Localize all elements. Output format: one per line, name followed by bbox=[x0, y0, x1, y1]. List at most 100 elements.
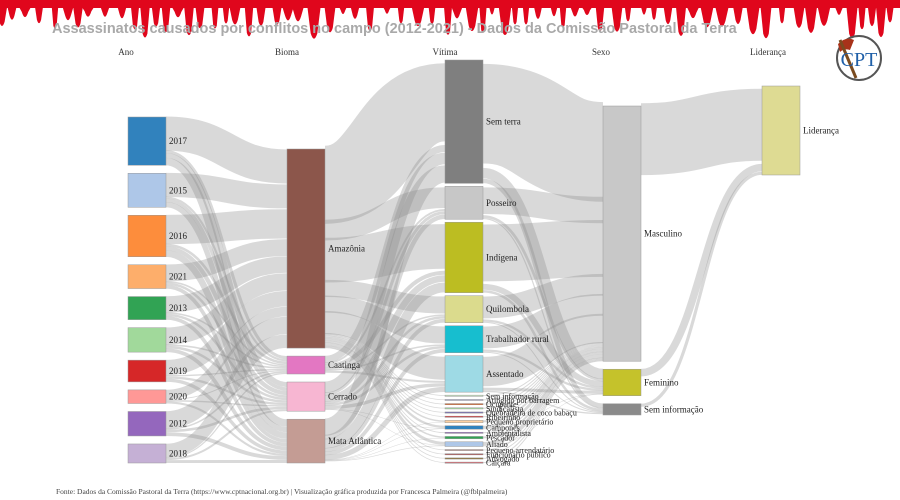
link-2-13-0 bbox=[482, 348, 604, 429]
cpt-logo: CPT bbox=[836, 35, 882, 81]
cpt-logo-text: CPT bbox=[841, 49, 878, 71]
link-2-6-0 bbox=[482, 341, 604, 397]
link-2-5-2 bbox=[482, 390, 604, 415]
blood-drip bbox=[479, 6, 487, 33]
link-2-18-0 bbox=[482, 358, 604, 455]
link-1-0-4 bbox=[324, 295, 446, 344]
link-1-3-1 bbox=[324, 214, 446, 440]
link-1-0-2 bbox=[324, 224, 446, 283]
node-label-0-7: 2020 bbox=[169, 392, 188, 402]
link-0-4-1 bbox=[165, 312, 288, 368]
node-1-1 bbox=[286, 355, 326, 375]
blood-drip bbox=[611, 6, 623, 32]
link-0-5-2 bbox=[165, 345, 288, 403]
node-label-2-0: Sem terra bbox=[486, 117, 521, 127]
node-label-4-0: Liderança bbox=[803, 126, 839, 136]
blood-drip bbox=[18, 6, 32, 18]
blood-drip bbox=[282, 6, 294, 21]
node-0-7 bbox=[127, 389, 167, 404]
node-3-1 bbox=[602, 368, 642, 396]
link-1-0-17 bbox=[324, 345, 446, 451]
column-header: Liderança bbox=[750, 47, 786, 57]
blood-drip bbox=[817, 6, 831, 26]
link-1-2-4 bbox=[324, 346, 446, 407]
blood-drip bbox=[365, 6, 375, 31]
link-1-3-12 bbox=[324, 421, 446, 461]
node-2-2 bbox=[444, 221, 484, 293]
flow-links bbox=[165, 63, 763, 464]
blood-drip bbox=[272, 6, 282, 25]
node-label-2-1: Posseiro bbox=[486, 198, 517, 208]
node-label-1-0: Amazônia bbox=[328, 244, 365, 254]
link-1-0-15 bbox=[324, 341, 446, 438]
link-0-8-2 bbox=[165, 406, 288, 433]
link-1-3-5 bbox=[324, 386, 446, 460]
node-2-17 bbox=[444, 449, 484, 451]
node-label-3-1: Feminino bbox=[644, 377, 679, 387]
column-2: Vítima Sem terra Posseiro Indígena Quilombol… bbox=[433, 47, 577, 468]
blood-drip bbox=[397, 6, 405, 24]
link-1-1-4 bbox=[324, 344, 446, 371]
blood-drip bbox=[886, 6, 894, 23]
blood-drip bbox=[846, 6, 858, 39]
blood-drip bbox=[130, 6, 140, 30]
link-1-1-5 bbox=[324, 370, 446, 383]
link-1-0-12 bbox=[324, 337, 446, 422]
node-label-2-18: Funcionário público bbox=[486, 450, 551, 459]
blood-drip bbox=[0, 6, 8, 26]
link-1-0-19 bbox=[324, 346, 446, 459]
blood-drip bbox=[663, 6, 673, 25]
node-label-2-13: Camponês bbox=[486, 423, 520, 432]
link-0-4-3 bbox=[165, 316, 288, 447]
link-0-2-2 bbox=[165, 246, 288, 396]
link-1-1-3 bbox=[324, 314, 446, 370]
blood-drip bbox=[338, 6, 348, 15]
link-2-14-0 bbox=[482, 351, 604, 434]
node-label-2-2: Indígena bbox=[486, 252, 518, 262]
node-2-19 bbox=[444, 457, 484, 460]
link-0-0-3 bbox=[165, 157, 288, 427]
node-2-13 bbox=[444, 425, 484, 430]
link-1-0-8 bbox=[324, 334, 446, 405]
blood-drip bbox=[117, 6, 127, 19]
blood-drip bbox=[533, 6, 543, 19]
node-label-2-3: Quilombola bbox=[486, 304, 529, 314]
node-1-3 bbox=[286, 418, 326, 464]
link-1-1-0 bbox=[324, 144, 446, 363]
link-2-15-0 bbox=[482, 352, 604, 439]
blood-drip bbox=[184, 6, 194, 36]
link-2-11-0 bbox=[482, 346, 604, 418]
link-2-1-0 bbox=[482, 187, 604, 224]
blood-drip bbox=[34, 6, 44, 24]
blood-drip bbox=[675, 6, 687, 36]
blood-drip bbox=[650, 6, 658, 20]
node-label-2-14: Ambientalista bbox=[486, 429, 531, 438]
link-0-3-0 bbox=[165, 239, 288, 282]
link-2-3-1 bbox=[482, 319, 604, 389]
node-label-2-15: Pescador bbox=[486, 434, 515, 443]
node-label-0-5: 2014 bbox=[169, 335, 188, 345]
link-2-10-0 bbox=[482, 345, 604, 413]
link-1-2-0 bbox=[324, 152, 446, 393]
link-1-1-1 bbox=[324, 208, 446, 365]
blood-drip bbox=[291, 6, 305, 22]
node-2-0 bbox=[444, 59, 484, 184]
link-0-5-1 bbox=[165, 344, 288, 369]
node-2-7 bbox=[444, 399, 484, 401]
node-0-3 bbox=[127, 264, 167, 289]
blood-drip bbox=[443, 6, 453, 35]
node-label-2-19: Advogado bbox=[486, 454, 519, 463]
link-1-2-16 bbox=[324, 409, 446, 446]
link-1-0-9 bbox=[324, 335, 446, 409]
node-label-0-9: 2018 bbox=[169, 448, 188, 458]
node-0-1 bbox=[127, 173, 167, 208]
blood-drip bbox=[211, 6, 219, 29]
blood-drip bbox=[411, 6, 425, 27]
node-0-2 bbox=[127, 215, 167, 257]
link-0-0-1 bbox=[165, 150, 288, 360]
link-3-1-0 bbox=[640, 163, 763, 377]
blood-drip bbox=[867, 6, 877, 27]
blood-drip bbox=[350, 6, 360, 19]
link-2-2-1 bbox=[482, 283, 604, 387]
node-2-1 bbox=[444, 186, 484, 220]
